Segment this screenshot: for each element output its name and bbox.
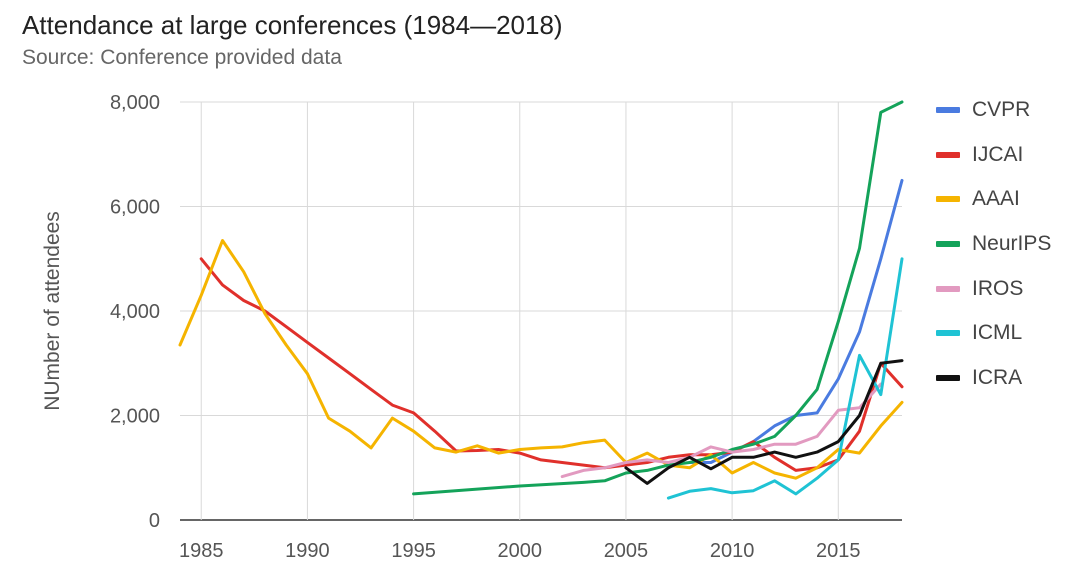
chart-title: Attendance at large conferences (1984—20…	[22, 10, 563, 40]
legend-item-icra: ICRA	[936, 356, 1051, 401]
legend-item-aaai: AAAI	[936, 177, 1051, 222]
series-line-ijcai	[199, 257, 904, 472]
legend-item-cvpr: CVPR	[936, 88, 1051, 133]
legend-item-neurips: NeurIPS	[936, 222, 1051, 267]
series-line-cvpr	[688, 178, 904, 464]
y-tick-label: 6,000	[110, 197, 160, 219]
y-tick-label: 8,000	[110, 92, 160, 114]
legend: CVPR IJCAI AAAI NeurIPS IROS ICML ICRA	[936, 88, 1051, 400]
series-line-icml	[666, 257, 904, 500]
x-tick-label: 1990	[285, 540, 330, 562]
x-tick-labels: 1985 1990 1995 2000 2005 2010 2015	[179, 540, 861, 562]
legend-label: IROS	[972, 276, 1024, 300]
legend-label: ICML	[972, 321, 1023, 345]
series-line-iros	[560, 382, 883, 479]
legend-swatch	[936, 241, 960, 248]
y-tick-labels: 0 2,000 4,000 6,000 8,000	[110, 92, 160, 532]
x-tick-label: 2000	[498, 540, 543, 562]
legend-label: NeurIPS	[972, 232, 1052, 256]
legend-swatch	[936, 196, 960, 203]
x-tick-label: 2015	[816, 540, 861, 562]
legend-label: AAAI	[972, 187, 1020, 211]
legend-swatch	[936, 374, 960, 381]
series-lines	[178, 100, 904, 500]
series-line-neurips	[412, 100, 904, 496]
series-line-aaai	[178, 239, 904, 480]
legend-label: ICRA	[972, 365, 1023, 389]
y-tick-label: 2,000	[110, 406, 160, 428]
legend-swatch	[936, 151, 960, 158]
x-tick-label: 2010	[710, 540, 755, 562]
series-line-icra	[624, 359, 904, 485]
legend-swatch	[936, 285, 960, 292]
legend-label: IJCAI	[972, 142, 1024, 166]
x-tick-label: 1995	[391, 540, 436, 562]
chart-subtitle: Source: Conference provided data	[22, 46, 342, 69]
legend-swatch	[936, 330, 960, 337]
legend-swatch	[936, 107, 960, 114]
legend-item-icml: ICML	[936, 311, 1051, 356]
x-tick-label: 1985	[179, 540, 224, 562]
y-tick-label: 4,000	[110, 301, 160, 323]
y-axis-label: NUmber of attendees	[41, 211, 64, 411]
legend-item-iros: IROS	[936, 266, 1051, 311]
x-tick-label: 2005	[604, 540, 649, 562]
y-tick-label: 0	[149, 510, 160, 532]
y-gridlines	[180, 101, 902, 521]
legend-item-ijcai: IJCAI	[936, 133, 1051, 178]
legend-label: CVPR	[972, 98, 1031, 122]
